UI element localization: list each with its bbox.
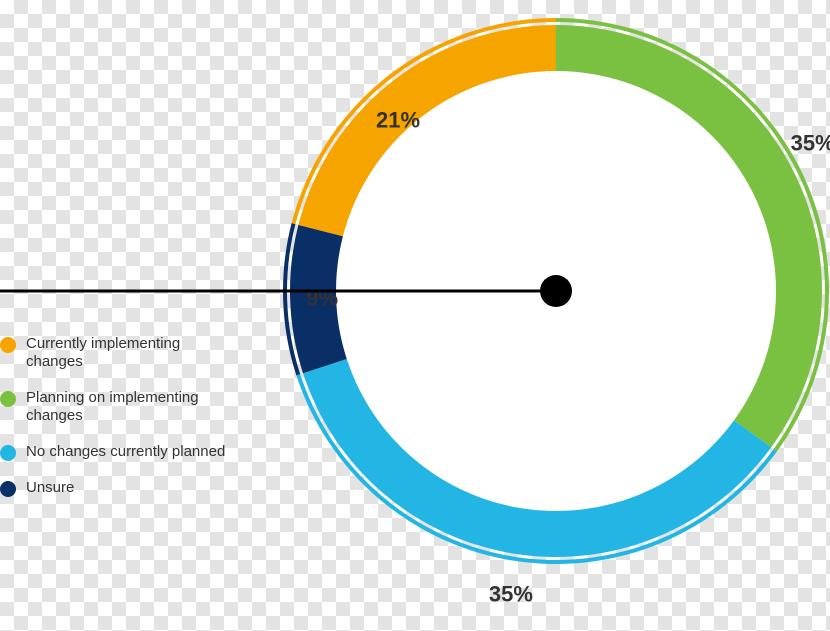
legend-swatch-nochange <box>0 445 16 461</box>
legend-item-unsure: Unsure <box>0 479 230 497</box>
legend-item-planning: Planning on implementing changes <box>0 389 230 425</box>
pct-unsure: 9% <box>306 286 338 311</box>
legend-label-unsure: Unsure <box>26 479 230 497</box>
legend-label-current: Currently implementing changes <box>26 335 230 371</box>
legend: Currently implementing changes Planning o… <box>0 335 230 515</box>
legend-swatch-planning <box>0 391 16 407</box>
legend-item-current: Currently implementing changes <box>0 335 230 371</box>
legend-label-nochange: No changes currently planned <box>26 443 230 461</box>
pct-planning: 35% <box>791 130 830 155</box>
pct-nochange: 35% <box>489 581 533 606</box>
center-dot <box>540 275 572 307</box>
legend-label-planning: Planning on implementing changes <box>26 389 230 425</box>
donut-chart: 35% 35% 9% 21% <box>0 0 830 631</box>
legend-item-nochange: No changes currently planned <box>0 443 230 461</box>
legend-swatch-current <box>0 337 16 353</box>
legend-swatch-unsure <box>0 481 16 497</box>
pct-current: 21% <box>376 107 420 132</box>
